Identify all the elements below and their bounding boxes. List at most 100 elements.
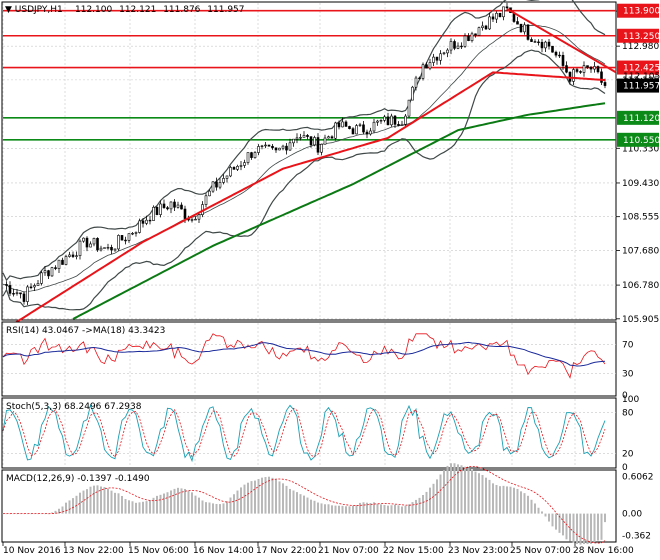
candle-body	[57, 259, 61, 269]
candle-body	[134, 232, 138, 234]
candle-body	[274, 147, 278, 151]
macd-bar	[184, 488, 186, 514]
price-panel[interactable]: ▼ USDJPY,H1 112.100 112.121 111.876 111.…	[1, 0, 660, 332]
macd-bar	[142, 501, 144, 514]
candle-body	[159, 203, 162, 215]
ohlc-close: 111.957	[207, 5, 244, 15]
macd-bar	[485, 477, 487, 514]
candle-body	[103, 247, 106, 249]
macd-bar	[114, 492, 116, 514]
candle-body	[446, 49, 449, 54]
macd-bar	[516, 488, 519, 514]
macd-bar	[432, 483, 435, 514]
candle-body	[64, 256, 68, 265]
candle-body	[554, 51, 558, 56]
macd-bar	[593, 513, 596, 543]
candle-body	[8, 285, 12, 294]
macd-bar	[481, 475, 484, 514]
level-price-box	[617, 28, 659, 43]
candle-body	[306, 135, 309, 137]
rsi-tick-label: 30	[622, 369, 634, 379]
time-tick-label: 16 Nov 14:00	[193, 546, 254, 556]
macd-bar	[271, 477, 274, 514]
macd-bar	[460, 465, 463, 514]
candle-body	[204, 195, 208, 205]
stochastic-panel[interactable]: Stoch(5,3,3) 68.2496 67.2938 100 80 20 0	[1, 395, 639, 473]
candle-body	[302, 135, 306, 138]
candle-body	[603, 82, 607, 86]
macd-bar	[306, 497, 309, 514]
candle-body	[197, 214, 201, 220]
macd-bar	[555, 513, 557, 530]
candle-body	[369, 130, 372, 135]
candle-body	[292, 138, 295, 144]
candle-body	[169, 201, 173, 210]
candle-body	[351, 128, 355, 135]
macd-bar	[471, 469, 473, 514]
stoch-lines	[2, 403, 606, 463]
macd-bar	[275, 479, 277, 514]
candle-body	[596, 66, 600, 73]
candle-body	[50, 267, 54, 277]
macd-bar	[65, 502, 67, 514]
macd-bar	[492, 483, 494, 514]
rsi-panel[interactable]: RSI(14) 43.0467 ->MA(18) 43.3423 70 30 0	[1, 321, 634, 401]
candle-body	[131, 232, 134, 235]
macd-bar	[268, 476, 270, 514]
macd-bar	[299, 494, 302, 514]
ma-fast-line	[2, 71, 606, 332]
macd-bar	[334, 505, 337, 514]
macd-bar	[453, 463, 456, 514]
candle-body	[243, 162, 246, 166]
macd-bar	[194, 495, 197, 514]
candle-body	[208, 190, 211, 197]
macd-bar	[289, 488, 291, 514]
candle-body	[582, 65, 586, 73]
candle-body	[295, 137, 299, 140]
candle-body	[428, 62, 432, 69]
candle-body	[117, 235, 120, 250]
candle-body	[435, 56, 439, 61]
macd-bar	[457, 464, 459, 514]
macd-bar	[579, 513, 582, 545]
macd-bar	[201, 500, 204, 514]
macd-bar	[369, 502, 372, 514]
candle-body	[232, 167, 236, 170]
macd-bar	[411, 502, 414, 514]
price-candles	[5, 2, 607, 306]
macd-bar	[247, 482, 249, 514]
candle-body	[379, 120, 383, 122]
macd-bar	[362, 502, 365, 514]
macd-bar	[341, 505, 344, 514]
rsi-tick-label: 0	[622, 391, 628, 401]
candle-body	[215, 181, 218, 188]
macd-bar	[86, 489, 88, 514]
candle-body	[127, 233, 131, 241]
candle-body	[558, 54, 561, 57]
macd-bar	[135, 502, 137, 514]
macd-bar	[436, 479, 438, 514]
level-price-box	[617, 60, 659, 75]
collapse-triangle-icon: ▼	[5, 5, 15, 15]
macd-bar	[96, 485, 99, 514]
candle-body	[376, 120, 379, 123]
macd-bar	[401, 506, 403, 514]
candle-body	[82, 237, 85, 242]
macd-bar	[121, 496, 123, 514]
macd-bar	[562, 513, 564, 536]
macd-bar	[488, 479, 491, 514]
candle-body	[75, 255, 78, 257]
candle-body	[418, 77, 421, 80]
macd-bar	[156, 495, 158, 514]
candle-body	[467, 35, 470, 41]
stoch-tick-label: 100	[622, 395, 639, 405]
candle-body	[449, 41, 453, 51]
macd-bar	[383, 505, 386, 514]
macd-panel[interactable]: MACD(12,26,9) -0.1397 -0.1490 0.6062 0.00…	[1, 463, 654, 545]
macd-bar	[544, 513, 547, 517]
candle-body	[176, 204, 180, 208]
candle-body	[334, 122, 337, 139]
symbol-name: USDJPY,H1	[15, 5, 63, 15]
time-tick-label: 13 Nov 22:00	[63, 546, 124, 556]
